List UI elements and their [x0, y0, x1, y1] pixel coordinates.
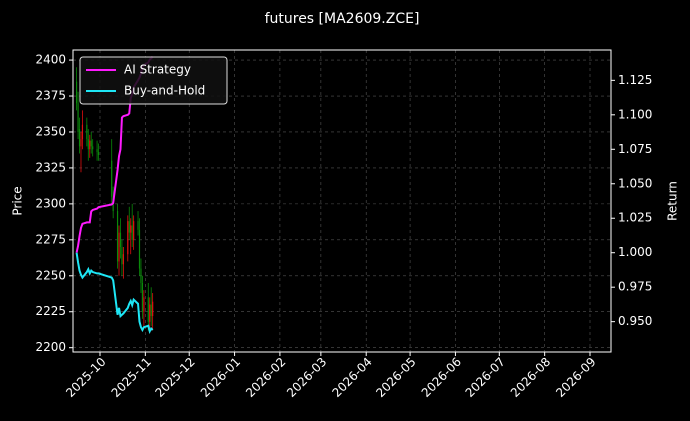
y-tick-label: 2275 [35, 232, 66, 246]
candle-body [96, 149, 98, 153]
candle-body [80, 139, 82, 147]
y-axis-label: Price [11, 186, 25, 215]
line-series [75, 252, 154, 335]
y-tick-label: 2250 [35, 268, 66, 282]
y2-tick-label: 1.050 [618, 176, 652, 190]
y2-tick-label: 1.000 [618, 245, 652, 259]
y2-tick-label: 1.025 [618, 211, 652, 225]
candle-body [81, 124, 84, 140]
candle-body [149, 304, 151, 322]
candle-body [111, 160, 113, 197]
candle-body [130, 225, 132, 233]
candle-body [127, 221, 129, 255]
y2-tick-label: 0.950 [618, 314, 652, 328]
candle-body [75, 81, 78, 104]
legend-box [79, 56, 228, 105]
candle-body [137, 221, 139, 230]
legend-label: AI Strategy [124, 63, 191, 77]
candle-body [143, 297, 145, 312]
candle-body [128, 221, 130, 233]
candle-body [97, 152, 100, 155]
legend: AI Strategy Buy-and-Hold [79, 56, 228, 105]
candle-body [89, 140, 91, 150]
y-tick-label: 2375 [35, 89, 66, 103]
candle-body [133, 221, 135, 240]
y2-tick-label: 0.975 [618, 280, 652, 294]
y-tick-label: 2225 [35, 304, 66, 318]
y-tick-label: 2200 [35, 340, 66, 354]
candle-body [92, 146, 94, 150]
legend-label: Buy-and-Hold [124, 84, 205, 98]
y-tick-label: 2300 [35, 196, 66, 210]
y2-tick-label: 1.100 [618, 107, 652, 121]
candle-body [121, 247, 123, 265]
candle-body [152, 301, 154, 317]
candle-body [116, 211, 119, 262]
candle-body [131, 225, 133, 240]
candle-body [147, 297, 149, 322]
candle-body [86, 124, 88, 140]
plot-area [75, 56, 154, 335]
candle-body [141, 282, 144, 312]
candle-body [90, 140, 92, 147]
y2-tick-label: 1.125 [618, 73, 652, 87]
y2-tick-label: 1.075 [618, 142, 652, 156]
candle-body [77, 103, 79, 132]
candle-body [122, 254, 125, 265]
y-tick-label: 2400 [35, 53, 66, 67]
y-tick-label: 2325 [35, 160, 66, 174]
y2-axis-label: Return [666, 181, 680, 221]
chart-title: futures [MA2609.ZCE] [265, 11, 420, 27]
candle-body [140, 268, 142, 283]
candle-body [87, 139, 89, 150]
candle-body [119, 232, 122, 248]
y-tick-label: 2350 [35, 124, 66, 138]
candle-body [78, 129, 81, 147]
candle-body [150, 304, 152, 317]
plot-frame [72, 49, 612, 353]
candle-body [138, 229, 141, 269]
candle-body [118, 232, 120, 262]
